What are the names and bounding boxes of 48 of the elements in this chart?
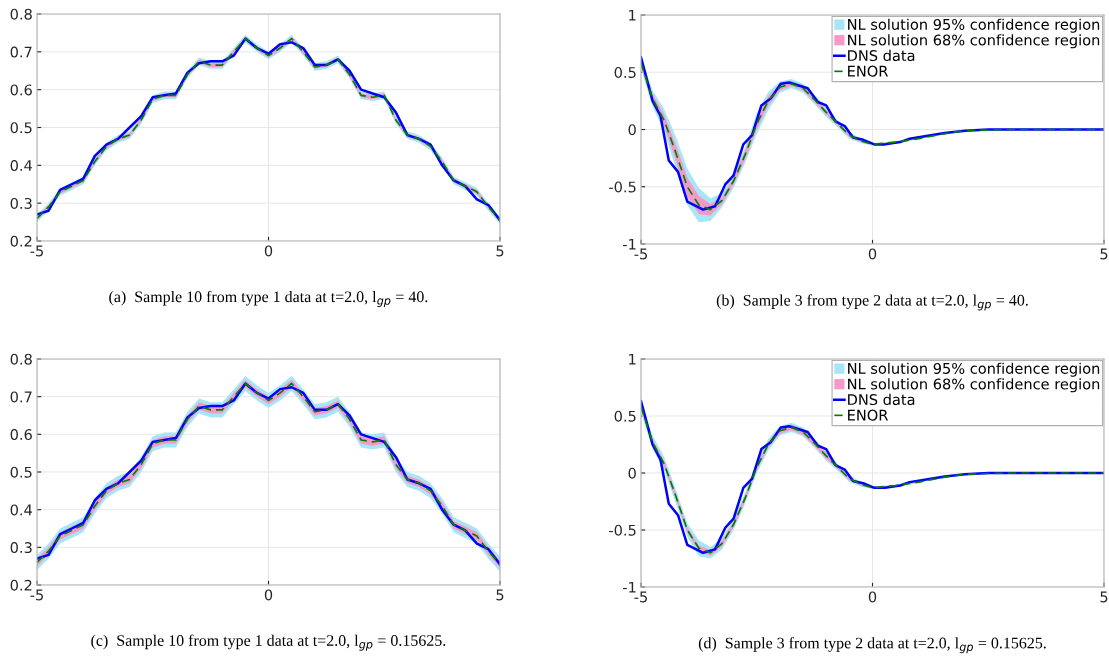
x-tick-label: 0 <box>264 589 273 601</box>
y-tick-label: -1 <box>623 581 636 593</box>
y-tick-label: 0.6 <box>10 84 32 96</box>
y-tick-label: 0.8 <box>10 8 32 20</box>
y-tick-label: 0.5 <box>614 410 636 422</box>
y-tick-label: 0 <box>628 467 636 479</box>
legend-label: NL solution 95% confidence region <box>848 18 1100 33</box>
y-tick-label: -1 <box>623 238 636 250</box>
legend-label: ENOR <box>848 409 888 421</box>
y-tick-label: 0.5 <box>614 66 636 78</box>
y-tick-label: 0.7 <box>10 391 32 403</box>
legend-label: NL solution 95% confidence region <box>848 362 1100 377</box>
legend-label: NL solution 68% confidence region <box>848 378 1100 393</box>
x-tick-label: 5 <box>1100 248 1108 260</box>
x-tick-label: -5 <box>30 245 43 257</box>
y-tick-label: 0.2 <box>10 235 32 247</box>
y-tick-label: 1 <box>629 9 636 21</box>
x-tick-label: 0 <box>868 248 877 260</box>
text: (b) Sample 3 from type 2 data at t=2.0, l$_{gp}$ = 40. <box>716 294 1028 311</box>
y-tick-label: -0.5 <box>609 181 636 193</box>
x-tick-label: 0 <box>264 245 273 257</box>
x-tick-label: 0 <box>868 591 877 603</box>
x-tick-label: -5 <box>634 248 647 260</box>
x-tick-label: 5 <box>1100 591 1108 603</box>
y-tick-label: 0.3 <box>10 197 32 209</box>
y-tick-label: 0.7 <box>10 46 32 58</box>
y-tick-label: 0.4 <box>10 160 33 172</box>
legend-label: DNS data <box>848 393 915 406</box>
y-tick-label: 0.4 <box>10 504 33 516</box>
y-tick-label: -0.5 <box>609 524 636 536</box>
x-tick-label: 5 <box>496 589 504 601</box>
text: (d) Sample 3 from type 2 data at t=2.0, l$_{gp}$ = 0.15625. <box>698 636 1046 654</box>
legend-label: DNS data <box>848 49 915 62</box>
text: (c) Sample 10 from type 1 data at t=2.0, l$_{gp}$ = 0.15625. <box>91 634 446 651</box>
y-tick-label: 0.5 <box>10 466 32 478</box>
y-tick-label: 0.8 <box>10 353 32 365</box>
y-tick-label: 0.6 <box>10 429 32 441</box>
y-tick-label: 0.2 <box>10 579 32 591</box>
legend-label: NL solution 68% confidence region <box>848 34 1100 49</box>
y-tick-label: 1 <box>629 353 636 365</box>
y-tick-label: 0.3 <box>10 542 32 554</box>
y-tick-label: 0 <box>628 124 636 136</box>
x-tick-label: -5 <box>634 591 647 603</box>
x-tick-label: 5 <box>496 245 504 257</box>
legend-label: ENOR <box>848 65 888 77</box>
y-tick-label: 0.5 <box>10 122 32 134</box>
text: (a) Sample 10 from type 1 data at t=2.0, l$_{gp}$ = 40. <box>109 290 428 307</box>
x-tick-label: -5 <box>30 589 43 601</box>
